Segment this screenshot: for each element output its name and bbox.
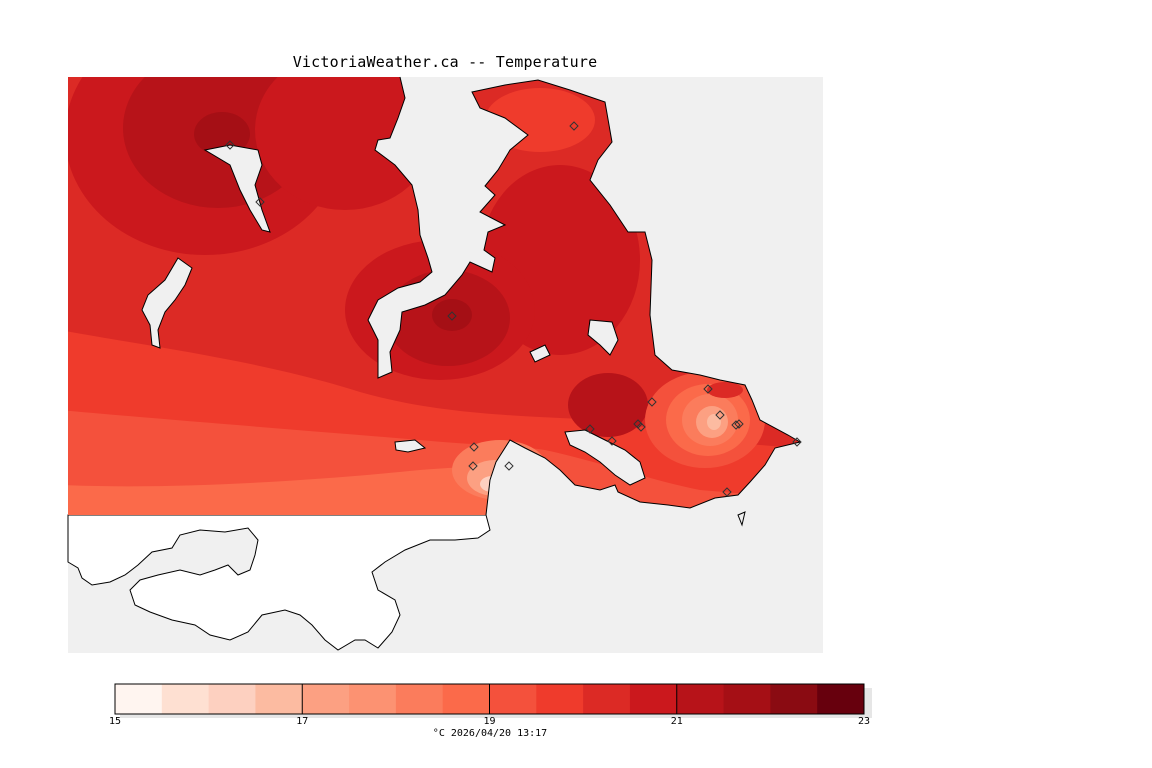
colorbar-tick-label: 21 [670,716,683,727]
colorbar-cell [536,684,584,714]
nodata-land [67,514,491,651]
station-markers [225,121,802,497]
colorbar-cell [770,684,818,714]
colorbar-cell [489,684,537,714]
colorbar-tick-label: 23 [857,716,871,727]
colorbar-cell [302,684,350,714]
colorbar-cell [442,684,490,714]
colorbar-cell [395,684,444,714]
colorbar-units: °C 2026/04/20 13:17 [432,728,548,739]
colorbar-tick-label: 19 [483,716,496,727]
colorbar-cell [723,684,771,714]
colorbar-cell [676,684,725,714]
lakes [141,144,746,527]
colorbar-tick-label: 15 [108,716,122,727]
colorbar-cell [629,684,678,714]
colorbar-cell [817,684,865,714]
colorbar-cell [161,684,210,714]
colorbar-cell [583,684,631,714]
colorbar-cell [349,684,397,714]
colorbar-cell [115,684,163,714]
colorbar-tick-label: 17 [296,716,309,727]
colorbar-cell [255,684,303,714]
map-title: VictoriaWeather.ca -- Temperature [292,53,598,71]
colorbar-cell [208,684,256,714]
coastline [367,76,802,516]
